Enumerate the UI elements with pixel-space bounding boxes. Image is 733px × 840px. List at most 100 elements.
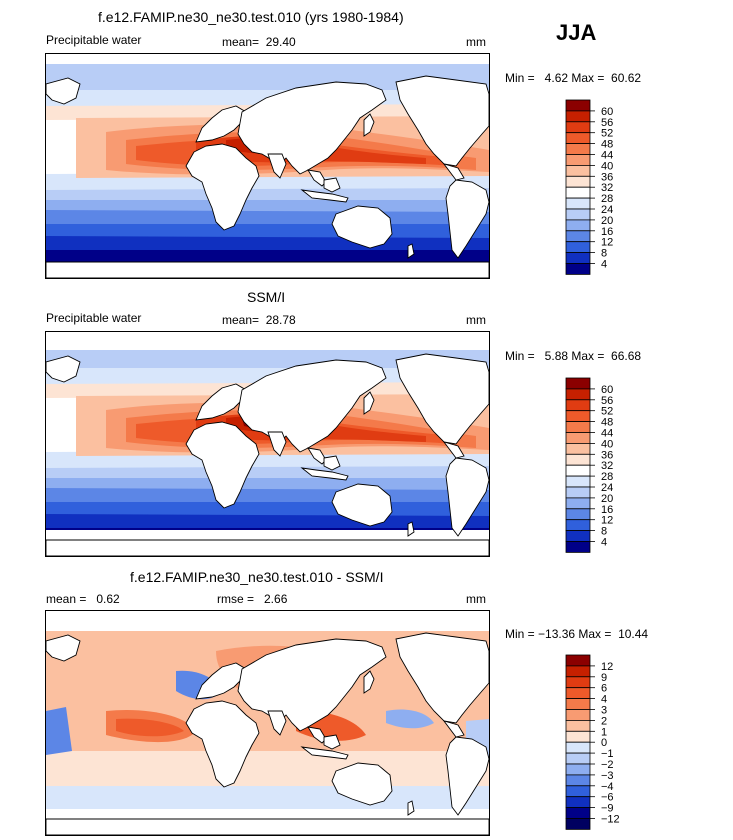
colorbar-1-swatch	[565, 110, 591, 123]
panel-3-title: f.e12.FAMIP.ne30_ne30.test.010 - SSM/I	[130, 569, 384, 585]
colorbar-2-tick-label: 16	[601, 504, 613, 516]
map-2-missing-north	[46, 332, 489, 350]
map-2-land-australia	[331, 483, 393, 527]
panel-1-minmax-label: Min = 4.62 Max = 60.62	[505, 71, 642, 85]
map-1-land-borneo	[323, 177, 341, 193]
colorbar-3-tick-label: 12	[601, 661, 613, 673]
colorbar-1-tick-label: 52	[601, 128, 613, 140]
colorbar-1-swatch	[565, 208, 591, 221]
colorbar-3-swatch	[565, 774, 591, 787]
map-3-land-antarctica	[46, 818, 489, 835]
colorbar-2-swatch	[565, 421, 591, 433]
colorbar-3-swatch	[565, 676, 591, 689]
colorbar-2-swatch	[565, 475, 591, 488]
colorbar-3-swatch	[565, 818, 591, 830]
map-1-land-africa	[185, 143, 260, 231]
colorbar-1-tick-label: 48	[601, 139, 613, 151]
map-2-land-camerica	[442, 441, 465, 459]
panel-2-variable-label: Precipitable water	[46, 311, 142, 325]
map-2-land-antarctica	[46, 539, 489, 556]
map-3-land-indonesia	[300, 746, 349, 760]
panel-2-map-svg	[46, 332, 489, 556]
panel-2-mean-label: mean= 28.78	[222, 313, 296, 327]
colorbar-3-swatch	[565, 665, 591, 678]
colorbar-3-tick-label: 2	[601, 715, 607, 727]
colorbar-2-tick-label: 52	[601, 406, 613, 418]
colorbar-2-swatch	[565, 377, 591, 390]
panel-3-colorbar: 12 9 6 4 3 2 1 0 −1 −2 −3 −4 −6 −9 −12	[565, 654, 636, 830]
colorbar-1-swatch	[565, 132, 591, 145]
colorbar-2-tick-label: 60	[601, 384, 613, 396]
map-1-land-india	[267, 153, 287, 179]
colorbar-2-swatch	[565, 388, 591, 401]
map-3-land-japan	[363, 670, 375, 694]
map-1-land-camerica	[442, 163, 465, 181]
panel-2-minmax-label: Min = 5.88 Max = 66.68	[505, 349, 642, 363]
colorbar-1-swatch	[565, 121, 591, 134]
colorbar-1-tick-label: 36	[601, 171, 613, 183]
colorbar-3-tick-label: −3	[601, 770, 614, 782]
colorbar-1-swatch	[565, 197, 591, 210]
colorbar-2-swatch	[565, 497, 591, 510]
colorbar-3-swatch	[565, 763, 591, 776]
colorbar-1-tick-label: 24	[601, 204, 613, 216]
colorbar-1-tick-label: 32	[601, 182, 613, 194]
map-2-land-nz	[407, 521, 415, 537]
colorbar-3-swatch	[565, 654, 591, 667]
colorbar-2-tick-label: 20	[601, 493, 613, 505]
colorbar-3-swatch	[565, 709, 591, 721]
map-1-land-asia	[237, 81, 387, 175]
map-1-land-antarctica	[46, 261, 489, 278]
colorbar-3-tick-label: −12	[601, 814, 620, 826]
colorbar-1-tick-label: 4	[601, 259, 607, 271]
map-1-land-indonesia	[300, 189, 349, 203]
colorbar-2-swatch	[565, 508, 591, 521]
panel-3-units-label: mm	[466, 592, 486, 606]
panel-2-units-label: mm	[466, 313, 486, 327]
colorbar-3-swatch	[565, 730, 591, 743]
panel-2-title: SSM/I	[247, 289, 286, 305]
colorbar-2-tick-label: 36	[601, 449, 613, 461]
map-2-land-borneo	[323, 455, 341, 471]
colorbar-1-swatch	[565, 154, 591, 166]
map-3-land-greenland	[46, 634, 81, 662]
panel-1-map	[45, 53, 490, 279]
colorbar-1-swatch	[565, 186, 591, 199]
colorbar-1-swatch	[565, 230, 591, 243]
map-3-contour-fill	[46, 786, 489, 811]
colorbar-1-swatch	[565, 175, 591, 188]
colorbar-1-swatch	[565, 219, 591, 232]
map-3-contour-fill	[386, 709, 434, 729]
colorbar-2-tick-label: 32	[601, 460, 613, 472]
map-2-land-india	[267, 431, 287, 457]
colorbar-3-tick-label: −9	[601, 803, 614, 815]
colorbar-2-tick-label: 28	[601, 471, 613, 483]
colorbar-3-tick-label: 4	[601, 694, 607, 706]
map-3-land-australia	[331, 762, 393, 806]
map-3-land-africa	[185, 700, 260, 788]
panel-1-colorbar: 60 56 52 48 44 40 36 32 28 24 20 16 12 8 4	[565, 99, 636, 275]
season-label: JJA	[556, 20, 597, 45]
colorbar-3-swatch	[565, 741, 591, 754]
map-2-land-samerica	[445, 457, 489, 537]
colorbar-1-swatch	[565, 252, 591, 264]
map-3-contour-fill	[46, 707, 72, 755]
colorbar-2-swatch	[565, 443, 591, 455]
colorbar-1-swatch	[565, 263, 591, 275]
colorbar-3-tick-label: 1	[601, 726, 607, 738]
map-3-land-samerica	[445, 736, 489, 816]
colorbar-1-swatch	[565, 143, 591, 155]
colorbar-1-tick-label: 44	[601, 150, 613, 162]
map-2-land-africa	[185, 421, 260, 509]
panel-3-mean-label: mean = 0.62	[46, 592, 120, 606]
colorbar-3-swatch	[565, 720, 591, 732]
panel-2-map	[45, 331, 490, 557]
map-1-land-samerica	[445, 179, 489, 259]
map-2-land-indonesia	[300, 467, 349, 481]
panel-1-map-svg	[46, 64, 489, 278]
map-3-land-nz	[407, 800, 415, 816]
colorbar-3-tick-label: 6	[601, 683, 607, 695]
colorbar-3-tick-label: −1	[601, 748, 614, 760]
map-3-land-asia	[237, 638, 387, 732]
colorbar-2-swatch	[565, 453, 591, 466]
